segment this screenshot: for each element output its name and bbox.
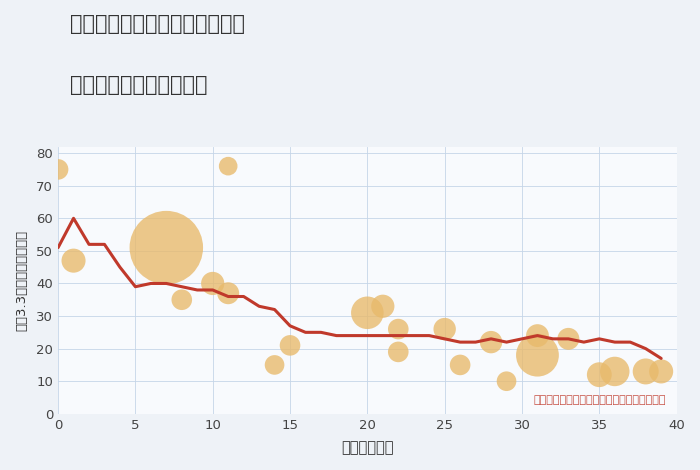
- Point: [393, 348, 404, 356]
- Point: [68, 257, 79, 265]
- Point: [486, 338, 497, 346]
- Point: [640, 368, 651, 375]
- Point: [563, 335, 574, 343]
- Y-axis label: 坪（3.3㎡）単価（万円）: 坪（3.3㎡）単価（万円）: [15, 230, 28, 331]
- Point: [269, 361, 280, 368]
- Point: [161, 244, 172, 251]
- Text: 円の大きさは、取引のあった物件面積を示す: 円の大きさは、取引のあった物件面積を示す: [533, 395, 666, 406]
- Point: [454, 361, 466, 368]
- Point: [207, 280, 218, 287]
- Point: [284, 342, 295, 349]
- Point: [609, 368, 620, 375]
- Point: [501, 377, 512, 385]
- Point: [439, 325, 450, 333]
- X-axis label: 築年数（年）: 築年数（年）: [341, 440, 393, 455]
- Point: [362, 309, 373, 317]
- Point: [377, 303, 388, 310]
- Text: 兵庫県たつの市新宮町曽我井の: 兵庫県たつの市新宮町曽我井の: [70, 14, 245, 34]
- Text: 築年数別中古戸建て価格: 築年数別中古戸建て価格: [70, 75, 207, 95]
- Point: [532, 332, 543, 339]
- Point: [223, 290, 234, 297]
- Point: [176, 296, 188, 304]
- Point: [532, 352, 543, 359]
- Point: [393, 325, 404, 333]
- Point: [594, 371, 605, 378]
- Point: [52, 165, 64, 173]
- Point: [223, 163, 234, 170]
- Point: [656, 368, 667, 375]
